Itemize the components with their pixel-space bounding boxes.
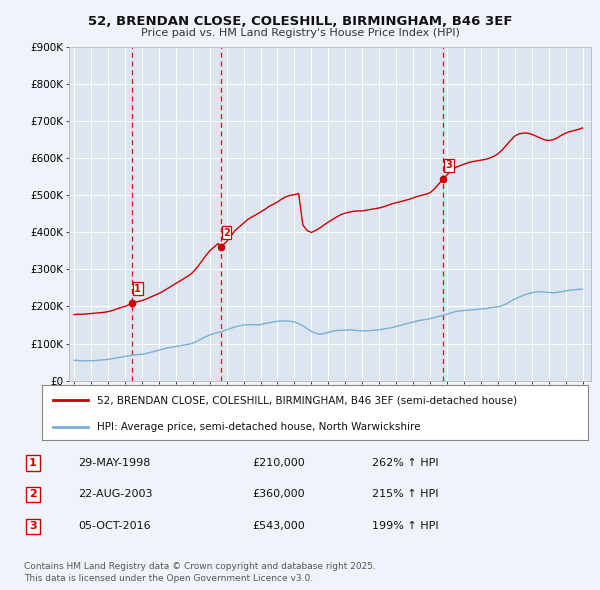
Text: 3: 3: [445, 160, 452, 170]
Text: 262% ↑ HPI: 262% ↑ HPI: [372, 458, 439, 468]
Text: 05-OCT-2016: 05-OCT-2016: [78, 522, 151, 531]
Text: Price paid vs. HM Land Registry's House Price Index (HPI): Price paid vs. HM Land Registry's House …: [140, 28, 460, 38]
Text: £360,000: £360,000: [252, 490, 305, 499]
Text: 29-MAY-1998: 29-MAY-1998: [78, 458, 151, 468]
Text: 215% ↑ HPI: 215% ↑ HPI: [372, 490, 439, 499]
Text: HPI: Average price, semi-detached house, North Warwickshire: HPI: Average price, semi-detached house,…: [97, 421, 420, 431]
Text: 3: 3: [29, 522, 37, 531]
Text: 1: 1: [29, 458, 37, 468]
Text: 52, BRENDAN CLOSE, COLESHILL, BIRMINGHAM, B46 3EF (semi-detached house): 52, BRENDAN CLOSE, COLESHILL, BIRMINGHAM…: [97, 395, 517, 405]
Text: 2: 2: [29, 490, 37, 499]
Text: 199% ↑ HPI: 199% ↑ HPI: [372, 522, 439, 531]
Text: 1: 1: [134, 284, 141, 293]
Text: 22-AUG-2003: 22-AUG-2003: [78, 490, 152, 499]
Text: Contains HM Land Registry data © Crown copyright and database right 2025.
This d: Contains HM Land Registry data © Crown c…: [24, 562, 376, 583]
Text: 2: 2: [223, 228, 230, 238]
Text: £543,000: £543,000: [252, 522, 305, 531]
Text: 52, BRENDAN CLOSE, COLESHILL, BIRMINGHAM, B46 3EF: 52, BRENDAN CLOSE, COLESHILL, BIRMINGHAM…: [88, 15, 512, 28]
Text: £210,000: £210,000: [252, 458, 305, 468]
